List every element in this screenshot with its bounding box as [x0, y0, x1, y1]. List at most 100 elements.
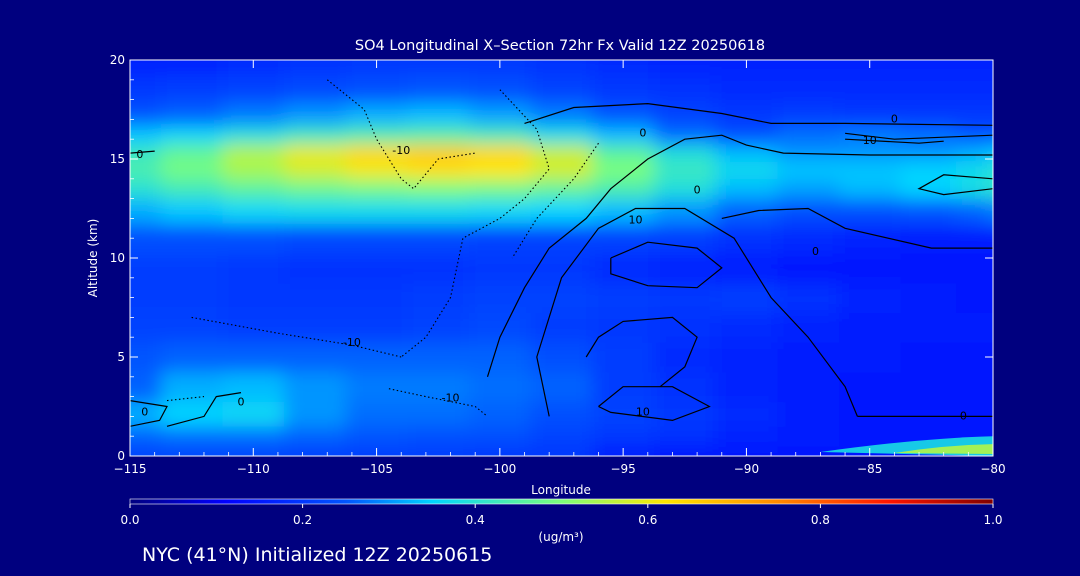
colorbar-tick-label: 0.6	[638, 513, 657, 527]
x-tick-label: −80	[980, 462, 1005, 476]
heat-cell	[530, 426, 593, 447]
contour-line	[326, 79, 476, 190]
heat-cell	[345, 178, 408, 200]
heat-cell	[160, 223, 223, 254]
contour-line	[721, 207, 993, 249]
heat-cell	[986, 312, 993, 343]
heat-cell	[838, 74, 902, 104]
heat-cell	[592, 178, 655, 200]
heat-cell	[653, 401, 717, 427]
heat-cell	[160, 401, 223, 427]
contour-label: 0	[136, 148, 143, 161]
heat-cell	[345, 102, 408, 126]
heat-cell	[530, 60, 593, 76]
heat-cell	[222, 253, 285, 284]
heat-cell	[653, 178, 717, 200]
heat-cell	[130, 144, 162, 162]
heat-cell	[469, 282, 532, 313]
heat-cell	[160, 282, 223, 313]
heat-cell	[653, 60, 717, 76]
heat-cell	[838, 312, 902, 343]
heat-cell	[592, 198, 655, 224]
contour-line	[166, 392, 242, 427]
heat-cell	[838, 144, 902, 162]
heatmap-field: 0 0 0 10 10 10 0 0 0 0 0 -10 -10 -10	[130, 60, 993, 456]
heat-cell	[222, 401, 285, 427]
heat-cell	[900, 312, 957, 343]
heat-cell	[160, 446, 223, 456]
heat-cell	[345, 371, 408, 403]
heat-cell	[900, 125, 957, 145]
heat-cell	[345, 401, 408, 427]
heat-cell	[956, 74, 988, 104]
heat-cell	[469, 144, 532, 162]
heat-cell	[160, 160, 223, 180]
x-tick-label: −95	[610, 462, 635, 476]
heat-cell	[407, 178, 470, 200]
heat-cell	[777, 125, 840, 145]
heat-cell	[407, 401, 470, 427]
heat-cell	[284, 282, 347, 313]
heat-cell	[222, 223, 285, 254]
heat-cell	[530, 125, 593, 145]
heat-cell	[653, 144, 717, 162]
heat-cell	[838, 282, 902, 313]
heat-cell	[715, 74, 778, 104]
x-tick-label: −110	[237, 462, 270, 476]
contour-label: 0	[141, 405, 148, 418]
contour-line	[536, 207, 858, 417]
heat-cell	[986, 125, 993, 145]
heat-cell	[469, 371, 532, 403]
heat-cell	[592, 144, 655, 162]
heat-cell	[530, 401, 593, 427]
heat-cell	[986, 401, 993, 427]
heat-cell	[715, 426, 778, 447]
heat-cell	[838, 371, 902, 403]
heat-cell	[130, 60, 162, 76]
heat-cell	[653, 74, 717, 104]
heat-cell	[986, 102, 993, 126]
heat-cell	[284, 426, 347, 447]
heat-cell	[777, 223, 840, 254]
heat-cell	[956, 178, 988, 200]
heat-cell	[530, 371, 593, 403]
heat-cell	[838, 178, 902, 200]
heat-cell	[956, 144, 988, 162]
heat-cell	[284, 102, 347, 126]
heat-cell	[777, 60, 840, 76]
heat-cell	[592, 312, 655, 343]
heat-cell	[160, 198, 223, 224]
heat-cell	[777, 102, 840, 126]
heat-cell	[284, 125, 347, 145]
heat-cell	[407, 253, 470, 284]
heat-cell	[900, 74, 957, 104]
heat-cell	[653, 342, 717, 373]
heat-cell	[838, 102, 902, 126]
heat-cell	[838, 253, 902, 284]
heat-cell	[653, 446, 717, 456]
heat-cell	[130, 102, 162, 126]
heat-cell	[160, 426, 223, 447]
heat-cell	[160, 253, 223, 284]
contour-label: -10	[343, 336, 361, 349]
heat-cell	[222, 102, 285, 126]
heat-cell	[653, 160, 717, 180]
heat-cell	[956, 401, 988, 427]
heat-cell	[838, 426, 902, 447]
heat-cell	[407, 342, 470, 373]
heat-cell	[592, 102, 655, 126]
heat-cell	[284, 312, 347, 343]
heat-cell	[345, 198, 408, 224]
colorbar-gradient	[129, 498, 994, 505]
heat-cell	[986, 426, 993, 447]
heat-cell	[777, 401, 840, 427]
colorbar-tick-label: 0.4	[466, 513, 485, 527]
heat-cell	[956, 371, 988, 403]
y-tick-label: 5	[117, 350, 125, 364]
heat-cell	[345, 282, 408, 313]
heat-cell	[777, 74, 840, 104]
heat-cell	[592, 253, 655, 284]
heat-cell	[986, 342, 993, 373]
y-tick-label: 0	[117, 449, 125, 463]
heat-cell	[222, 125, 285, 145]
